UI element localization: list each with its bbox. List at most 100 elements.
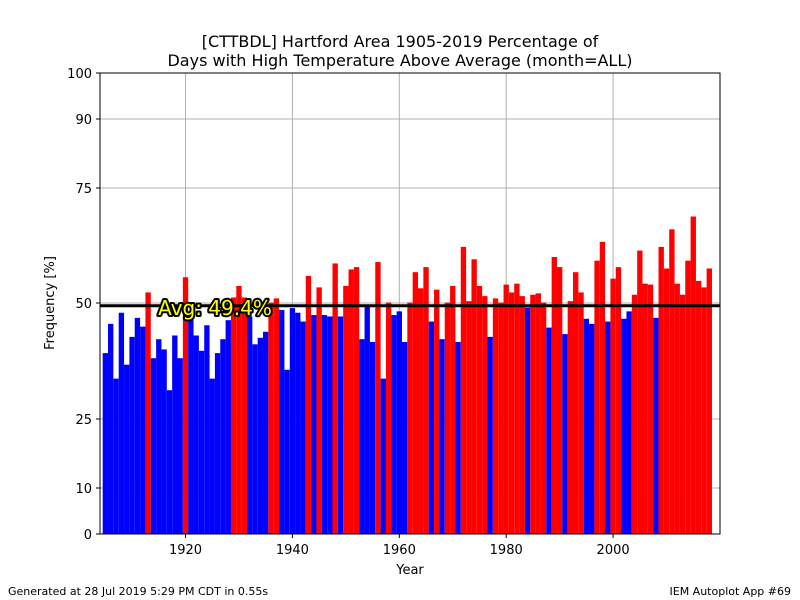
bar-1986 <box>535 293 541 534</box>
bar-1999 <box>605 321 611 534</box>
x-tick-label: 1920 <box>169 543 202 558</box>
bar-1978 <box>492 298 499 534</box>
bar-1971 <box>455 341 461 534</box>
bar-1947 <box>327 316 333 534</box>
bar-1973 <box>466 301 472 534</box>
x-tick-label: 1960 <box>383 543 416 558</box>
bar-1914 <box>150 358 157 534</box>
bar-1966 <box>428 321 435 534</box>
bar-1949 <box>337 316 344 534</box>
bar-1906 <box>108 323 114 534</box>
bar-1915 <box>156 339 162 534</box>
bar-2013 <box>679 294 686 534</box>
y-tick-label: 0 <box>84 528 92 543</box>
bar-1968 <box>439 339 445 534</box>
bar-1984 <box>524 307 531 534</box>
bar-1960 <box>396 311 402 534</box>
bar-1926 <box>214 353 221 534</box>
bar-1959 <box>391 315 397 534</box>
bar-1908 <box>118 312 125 534</box>
bar-2017 <box>701 287 707 534</box>
bar-1987 <box>540 302 547 534</box>
bar-1956 <box>375 262 381 534</box>
bar-1991 <box>562 334 568 534</box>
bar-2015 <box>690 216 696 534</box>
bar-1937 <box>273 298 280 534</box>
tick-labels: 1920 1940 1960 1980 2000 0 10 25 50 75 90 100 <box>67 67 629 558</box>
bar-1922 <box>193 335 199 534</box>
bar-2009 <box>658 246 664 534</box>
y-tick-label: 90 <box>75 113 92 128</box>
bar-1975 <box>476 285 483 534</box>
bar-1946 <box>321 315 328 534</box>
bar-1924 <box>204 325 210 534</box>
bar-1953 <box>359 339 365 534</box>
bar-1925 <box>209 378 215 534</box>
bar-1967 <box>434 289 440 534</box>
bar-2011 <box>669 229 675 534</box>
y-axis-label: Frequency [%] <box>43 256 58 350</box>
bar-1980 <box>503 284 509 534</box>
bar-1972 <box>460 246 467 534</box>
bar-1929 <box>230 297 237 534</box>
bar-2005 <box>637 250 643 534</box>
bar-1928 <box>225 320 231 534</box>
bar-1981 <box>508 292 515 534</box>
chart-title-line-2: Days with High Temperature Above Average… <box>167 51 633 70</box>
bar-1931 <box>241 297 247 534</box>
bar-2016 <box>695 280 702 534</box>
bar-2018 <box>706 268 712 534</box>
bar-1918 <box>172 335 178 534</box>
bar-1943 <box>305 275 312 534</box>
bar-1961 <box>401 341 408 534</box>
bar-1933 <box>252 344 258 534</box>
bar-1957 <box>380 378 386 534</box>
bar-1909 <box>124 364 130 534</box>
bar-1917 <box>166 390 173 534</box>
bar-1911 <box>134 317 141 534</box>
bar-2006 <box>642 283 648 534</box>
bar-2003 <box>626 311 632 534</box>
bar-1992 <box>567 301 574 534</box>
bar-1939 <box>284 369 290 534</box>
bar-1997 <box>594 260 600 534</box>
bar-1964 <box>418 288 424 534</box>
bar-1945 <box>316 287 322 534</box>
bar-1994 <box>578 292 584 534</box>
x-tick-label: 1940 <box>276 543 309 558</box>
bar-1916 <box>161 349 167 534</box>
bar-1988 <box>546 327 552 534</box>
bar-1912 <box>140 326 146 534</box>
y-tick-label: 25 <box>75 413 92 428</box>
bar-1965 <box>423 267 429 534</box>
bar-1974 <box>471 259 477 534</box>
bar-1907 <box>113 378 119 534</box>
bar-1905 <box>102 353 109 534</box>
x-axis-label: Year <box>395 563 424 578</box>
bar-1919 <box>177 358 183 534</box>
bar-2000 <box>610 278 616 534</box>
bar-1938 <box>279 309 285 534</box>
bar-1927 <box>220 339 226 534</box>
bar-1940 <box>289 308 296 534</box>
y-tick-label: 75 <box>75 182 92 197</box>
bar-2007 <box>647 284 654 534</box>
bar-1989 <box>551 257 557 534</box>
bar-1955 <box>369 341 376 534</box>
bar-1941 <box>295 312 301 534</box>
bar-1983 <box>519 296 525 534</box>
bar-1920 <box>182 277 189 534</box>
bar-1963 <box>412 272 419 534</box>
bar-1936 <box>268 302 274 534</box>
bar-2004 <box>631 294 638 534</box>
y-tick-label: 10 <box>75 482 92 497</box>
bar-1950 <box>343 285 349 534</box>
bar-1948 <box>332 263 338 534</box>
footer-app-label: IEM Autoplot App #69 <box>669 585 792 598</box>
x-tick-label: 1980 <box>490 543 523 558</box>
bar-1990 <box>556 267 563 534</box>
bar-1985 <box>530 294 536 534</box>
bar-1934 <box>257 337 264 534</box>
bar-1970 <box>450 285 456 534</box>
bar-2001 <box>615 267 622 534</box>
